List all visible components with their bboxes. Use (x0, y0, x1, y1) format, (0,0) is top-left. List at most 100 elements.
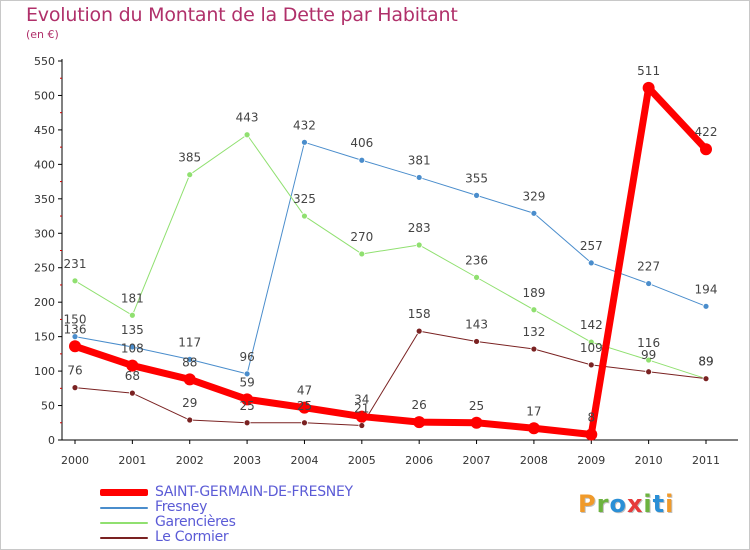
series-point-1 (358, 156, 366, 164)
series-point-3 (645, 368, 653, 376)
data-label: 25 (469, 399, 484, 413)
proxiti-logo: Proxiti (578, 490, 674, 518)
series-point-2 (186, 171, 194, 179)
series-point-3 (530, 345, 538, 353)
series-point-0 (183, 373, 196, 386)
series-point-0 (642, 81, 655, 94)
data-label: 355 (465, 171, 488, 185)
series-point-0 (700, 143, 712, 156)
logo-letter: x (626, 490, 644, 518)
series-line-1 (74, 141, 707, 375)
legend-label: Fresney (155, 499, 208, 515)
series-point-2 (243, 131, 251, 139)
data-label: 283 (408, 221, 431, 235)
series-point-0 (126, 359, 139, 372)
y-tick-label: 500 (34, 89, 55, 102)
data-label: 21 (354, 402, 369, 416)
series-point-3 (71, 384, 79, 392)
data-label: 150 (64, 313, 87, 327)
data-label: 68 (125, 369, 140, 383)
legend-swatch (100, 537, 148, 539)
series-point-3 (128, 389, 136, 397)
series-point-1 (415, 174, 423, 181)
data-label: 432 (293, 118, 316, 132)
series-point-1 (71, 333, 79, 341)
data-label: 109 (580, 341, 603, 355)
data-label: 385 (178, 151, 201, 165)
series-point-0 (585, 428, 598, 441)
logo-letter: t (652, 490, 666, 518)
series-point-1 (587, 259, 595, 267)
series-point-0 (241, 393, 254, 406)
series-point-1 (243, 370, 251, 378)
series-point-0 (527, 422, 540, 435)
legend-swatch (100, 489, 148, 496)
x-tick-label: 2001 (118, 454, 146, 467)
y-tick-label: 250 (34, 262, 55, 275)
series-point-2 (587, 338, 595, 346)
series-point-2 (415, 241, 423, 249)
legend-label: Garencières (155, 514, 236, 530)
data-label: 89 (698, 355, 713, 369)
series-point-2 (473, 273, 480, 281)
data-label: 25 (297, 399, 312, 413)
x-tick-label: 2002 (176, 454, 204, 467)
legend-swatch (100, 522, 148, 524)
logo-letter: i (643, 490, 653, 518)
series-point-2 (301, 212, 308, 220)
data-label: 34 (354, 393, 369, 407)
series-point-2 (71, 277, 79, 285)
data-label: 76 (67, 364, 82, 378)
data-label: 231 (64, 257, 87, 271)
data-label: 99 (641, 348, 656, 362)
x-tick-label: 2010 (635, 454, 663, 467)
logo-letter: o (609, 490, 627, 518)
data-label: 143 (465, 317, 488, 331)
data-label: 194 (695, 282, 718, 296)
y-tick-label: 50 (41, 400, 55, 413)
data-label: 8 (587, 410, 595, 424)
series-point-3 (186, 416, 194, 424)
data-label: 96 (239, 350, 254, 364)
logo-letter: P (578, 490, 597, 518)
series-point-1 (530, 209, 538, 217)
data-label: 117 (178, 335, 201, 349)
x-tick-label: 2003 (233, 454, 261, 467)
series-point-0 (298, 401, 311, 414)
data-label: 329 (522, 189, 545, 203)
series-point-2 (128, 311, 136, 319)
series-point-2 (358, 250, 366, 258)
y-tick-label: 400 (34, 158, 55, 171)
series-point-0 (413, 416, 426, 429)
y-tick-label: 350 (34, 193, 55, 206)
y-tick-label: 200 (34, 296, 55, 309)
data-label: 29 (182, 396, 197, 410)
data-label: 136 (64, 322, 87, 336)
series-point-0 (470, 416, 483, 429)
data-label: 47 (297, 384, 312, 398)
x-tick-label: 2004 (290, 454, 318, 467)
x-tick-label: 2008 (520, 454, 548, 467)
data-label: 511 (637, 64, 660, 78)
x-tick-label: 2005 (348, 454, 376, 467)
y-tick-label: 100 (34, 365, 55, 378)
data-label: 26 (412, 398, 427, 412)
data-label: 406 (350, 136, 373, 150)
x-tick-label: 2007 (463, 454, 491, 467)
data-label: 236 (465, 253, 488, 267)
y-tick-label: 300 (34, 227, 55, 240)
data-label: 158 (408, 307, 431, 321)
series-point-3 (243, 419, 251, 427)
data-label: 132 (522, 325, 545, 339)
data-label: 181 (121, 291, 144, 305)
data-label: 88 (182, 355, 197, 369)
x-tick-label: 2009 (577, 454, 605, 467)
series-point-2 (645, 356, 653, 364)
data-label: 422 (695, 125, 718, 139)
data-label: 25 (239, 399, 254, 413)
page-title: Evolution du Montant de la Dette par Hab… (26, 4, 458, 26)
data-label: 135 (121, 323, 144, 337)
series-point-3 (358, 422, 366, 429)
legend-label: SAINT-GERMAIN-DE-FRESNEY (155, 484, 353, 500)
